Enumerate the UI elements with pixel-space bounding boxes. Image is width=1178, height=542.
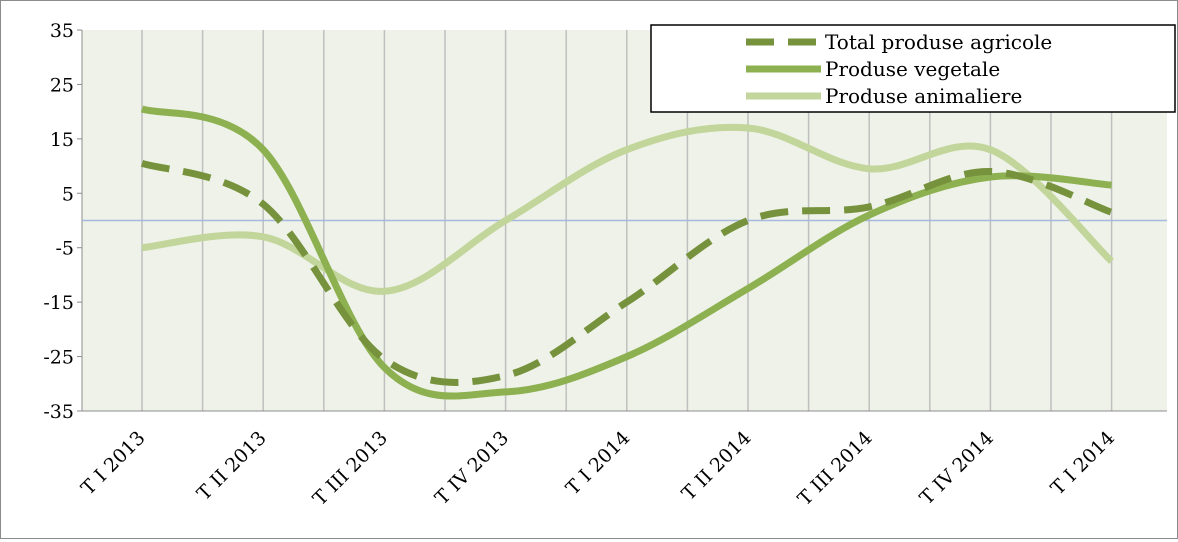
y-tick-label: -5 [55,238,74,260]
x-tick-label: T I 2014 [1047,427,1120,500]
x-axis: T I 2013 T II 2013 T III 2013 T IV 2013 T I … [77,427,1119,510]
legend-label: Produse animaliere [825,84,1022,108]
y-tick-label: 35 [50,20,74,42]
x-tick-label: T I 2014 [562,427,635,500]
x-tick-label: T III 2013 [309,427,392,510]
y-tick-label: 25 [50,74,74,96]
x-tick-label: T IV 2014 [916,427,998,509]
y-tick-label: 5 [62,183,74,205]
x-tick-label: T III 2014 [794,427,877,510]
y-tick-label: -25 [43,347,74,369]
legend: Total produse agricole Produse vegetale Pr… [651,25,1175,112]
y-tick-label: -15 [43,292,74,314]
y-tick-label: 15 [50,129,74,151]
x-tick-label: T II 2014 [678,427,756,505]
x-tick-label: T II 2013 [193,427,271,505]
y-tick-label: -35 [43,401,74,423]
legend-label: Total produse agricole [825,30,1052,54]
y-axis: 35 25 15 5 -5 -15 -25 -35 [43,20,82,423]
legend-label: Produse vegetale [825,57,1000,81]
x-tick-label: T I 2013 [77,427,150,500]
x-tick-label: T IV 2013 [431,427,513,509]
